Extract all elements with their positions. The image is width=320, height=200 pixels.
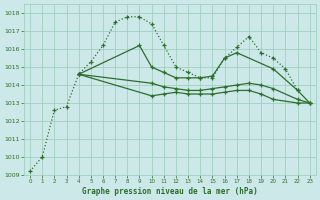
X-axis label: Graphe pression niveau de la mer (hPa): Graphe pression niveau de la mer (hPa) (82, 187, 258, 196)
